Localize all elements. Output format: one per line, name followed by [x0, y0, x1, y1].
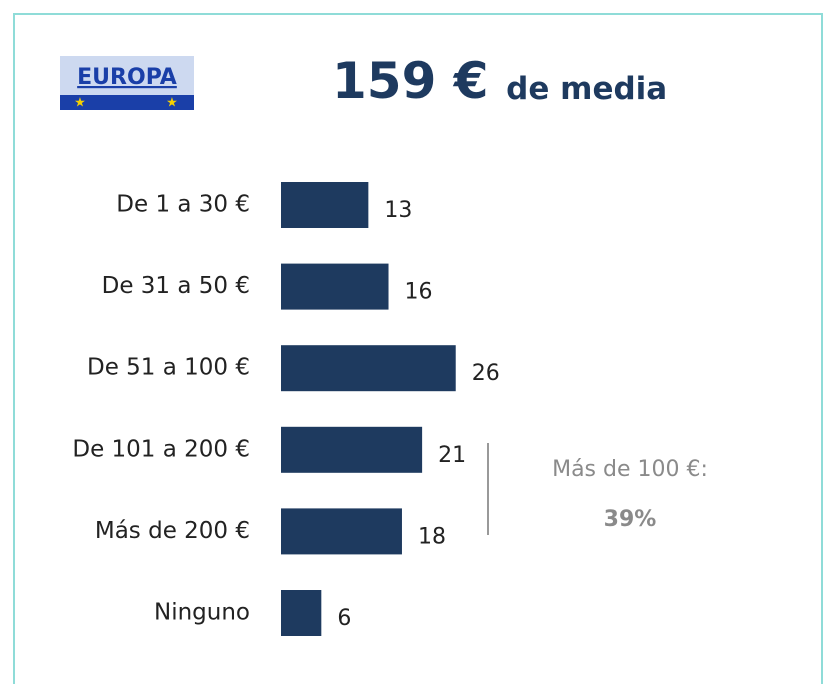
frame — [13, 13, 823, 684]
title-line: 159 € de media — [332, 52, 667, 110]
value-label: 18 — [418, 524, 446, 549]
badge-band — [60, 95, 194, 110]
value-label: 13 — [384, 198, 412, 223]
annotation-value: 39% — [604, 507, 657, 532]
value-label: 26 — [472, 361, 500, 386]
category-label: De 31 a 50 € — [102, 273, 250, 299]
bar — [281, 263, 389, 310]
chart-subtitle: de media — [506, 71, 667, 107]
value-label: 6 — [337, 606, 351, 631]
chart-title: 159 € — [332, 52, 489, 110]
badge: ★ ★ EUROPA — [60, 56, 194, 111]
badge-text: EUROPA — [77, 65, 177, 90]
bar — [281, 508, 402, 555]
category-label: De 1 a 30 € — [116, 192, 250, 218]
bar — [281, 182, 369, 228]
category-label: De 101 a 200 € — [72, 436, 250, 462]
bar — [281, 345, 456, 392]
star: ★ — [74, 96, 86, 111]
bar — [281, 426, 423, 473]
value-label: 16 — [405, 280, 433, 305]
bar — [281, 590, 322, 636]
star: ★ — [166, 96, 178, 111]
category-label: Ninguno — [154, 600, 250, 626]
value-label: 21 — [438, 443, 466, 468]
annotation-label: Más de 100 €: — [552, 457, 708, 482]
category-label: Más de 200 € — [95, 518, 250, 544]
category-label: De 51 a 100 € — [87, 355, 250, 381]
